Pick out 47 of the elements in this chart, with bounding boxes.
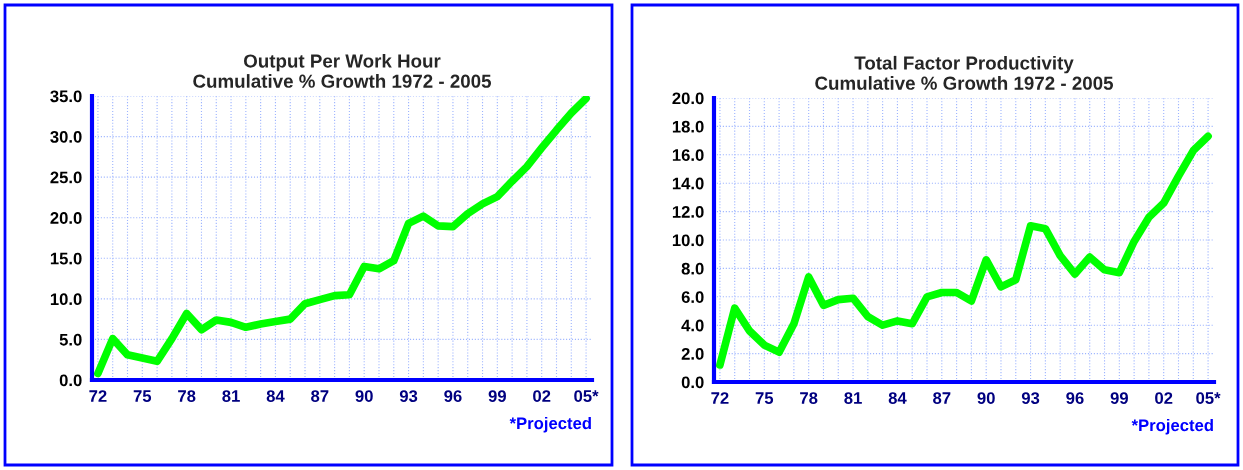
x-tick-label: 84 xyxy=(266,390,285,402)
y-tick-label: 0.0 xyxy=(59,374,82,387)
x-tick-label: 90 xyxy=(355,390,373,402)
y-tick-label: 16.0 xyxy=(672,149,704,161)
y-tick-label: 35.0 xyxy=(50,90,82,103)
x-tick-label: 99 xyxy=(1110,392,1128,404)
x-tick-label: 78 xyxy=(178,390,196,402)
y-tick-label: 8.0 xyxy=(681,262,704,275)
x-tick-label: 75 xyxy=(755,392,774,404)
text: *Projected xyxy=(509,416,591,433)
chart-title: Total Factor Productivity Cumulative % Growth 1972 - 2005 xyxy=(815,55,1114,90)
text: *Projected xyxy=(1131,418,1213,435)
y-tick-label: 12.0 xyxy=(672,206,704,218)
y-tick-label: 30.0 xyxy=(50,130,82,143)
x-tick-label: 02 xyxy=(1155,392,1173,404)
x-tick-label: 99 xyxy=(488,390,506,402)
x-tick-label: 05* xyxy=(574,390,599,402)
x-tick-label: 78 xyxy=(800,392,818,404)
y-tick-label: 14.0 xyxy=(672,177,704,190)
y-tick-label: 18.0 xyxy=(672,120,704,133)
x-tick-label: 84 xyxy=(888,392,907,404)
y-tick-label: 4.0 xyxy=(681,319,704,332)
x-tick-label: 96 xyxy=(1066,392,1084,404)
x-tick-label: 87 xyxy=(311,390,329,402)
x-tick-label: 93 xyxy=(399,390,418,402)
y-tick-label: 6.0 xyxy=(681,291,704,303)
y-tick-label: 25.0 xyxy=(50,171,82,184)
x-tick-label: 93 xyxy=(1021,392,1040,404)
y-tick-label: 10.0 xyxy=(50,293,82,306)
x-tick-label: 72 xyxy=(711,392,729,404)
x-tick-label: 90 xyxy=(977,392,995,404)
y-tick-label: 15.0 xyxy=(50,252,82,265)
x-tick-label: 87 xyxy=(933,392,951,404)
y-tick-label: 20.0 xyxy=(50,212,82,224)
y-tick-label: 5.0 xyxy=(59,333,82,346)
x-tick-label: 75 xyxy=(133,390,152,402)
y-tick-label: 10.0 xyxy=(672,234,704,247)
x-tick-label: 81 xyxy=(222,390,240,402)
chart-title: Output Per Work Hour Cumulative % Growth 1972 - 2005 xyxy=(193,53,492,88)
x-tick-label: 05* xyxy=(1196,392,1221,404)
x-tick-label: 96 xyxy=(444,390,462,402)
y-tick-label: 0.0 xyxy=(681,376,704,389)
y-tick-label: 2.0 xyxy=(681,348,704,360)
y-tick-label: 20.0 xyxy=(672,92,704,105)
x-tick-label: 81 xyxy=(844,392,862,404)
x-tick-label: 72 xyxy=(89,390,107,402)
x-tick-label: 02 xyxy=(533,390,551,402)
